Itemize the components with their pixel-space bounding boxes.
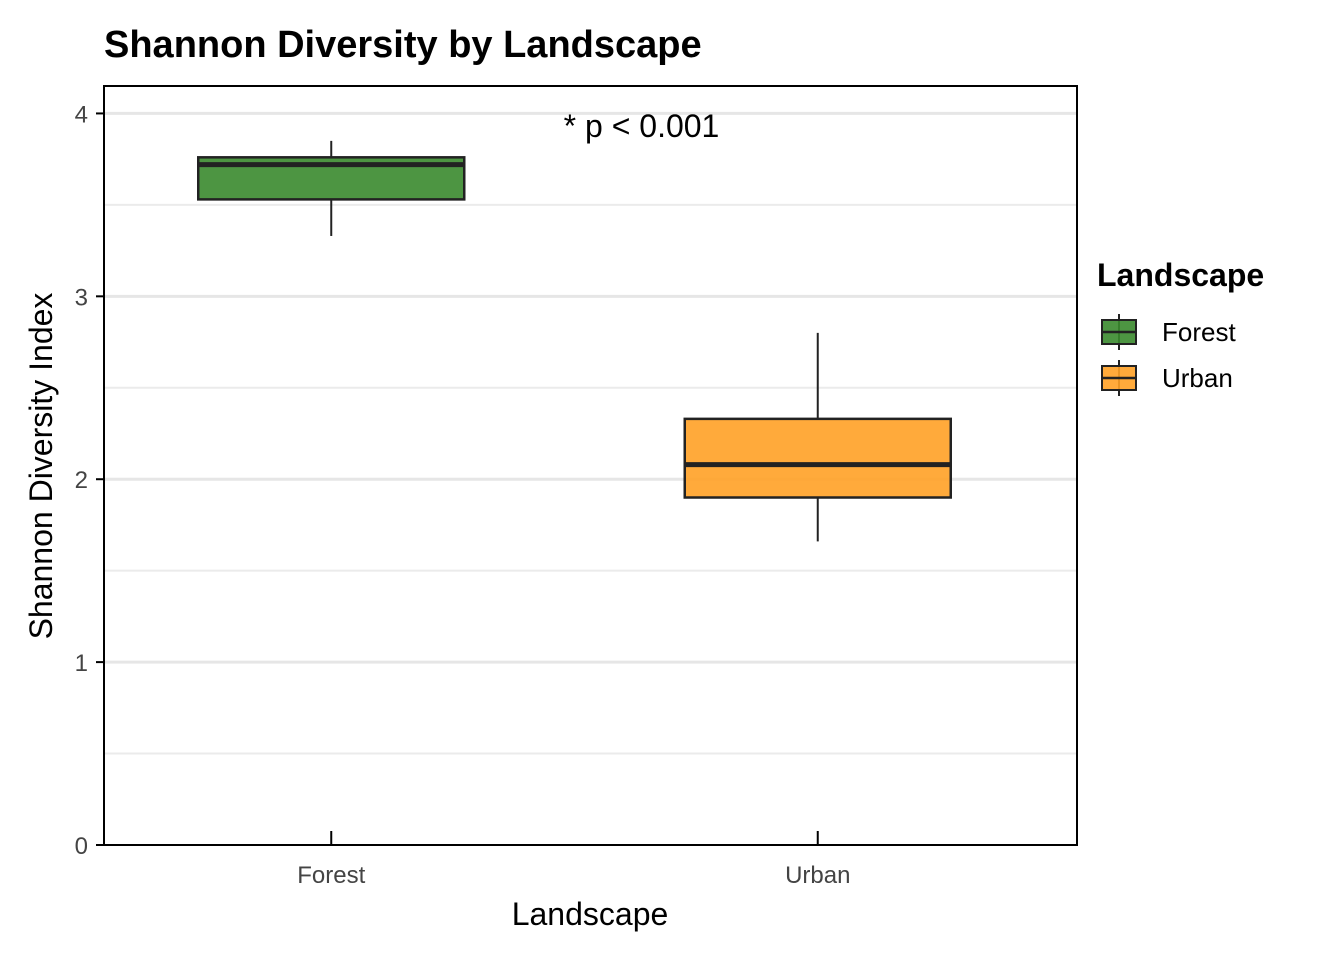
- y-tick-label: 3: [75, 284, 88, 311]
- x-axis: Forest Urban: [297, 831, 850, 889]
- x-tick-label: Forest: [297, 862, 365, 889]
- iqr-box: [683, 417, 952, 499]
- legend-label: Forest: [1162, 317, 1236, 347]
- plot-panel-border: [103, 85, 1078, 846]
- gridlines: [104, 111, 1077, 755]
- x-axis-title: Landscape: [512, 896, 669, 932]
- y-tick-label: 2: [75, 467, 88, 494]
- significance-annotation: * p < 0.001: [564, 108, 720, 144]
- legend-item-urban: Urban: [1101, 360, 1233, 396]
- x-tick-label: Urban: [785, 862, 850, 889]
- y-axis: 0 1 2 3 4: [75, 101, 104, 860]
- legend: Landscape Forest Urban: [1097, 257, 1264, 396]
- chart-title: Shannon Diversity by Landscape: [104, 24, 702, 66]
- y-tick-label: 0: [75, 833, 88, 860]
- box-urban: [683, 332, 952, 542]
- legend-label: Urban: [1162, 363, 1233, 393]
- y-axis-title: Shannon Diversity Index: [23, 293, 59, 640]
- legend-item-forest: Forest: [1101, 314, 1236, 350]
- box-series: [197, 140, 952, 542]
- legend-title: Landscape: [1097, 257, 1264, 293]
- box-forest: [197, 140, 466, 236]
- y-tick-label: 4: [75, 101, 88, 128]
- y-tick-label: 1: [75, 650, 88, 677]
